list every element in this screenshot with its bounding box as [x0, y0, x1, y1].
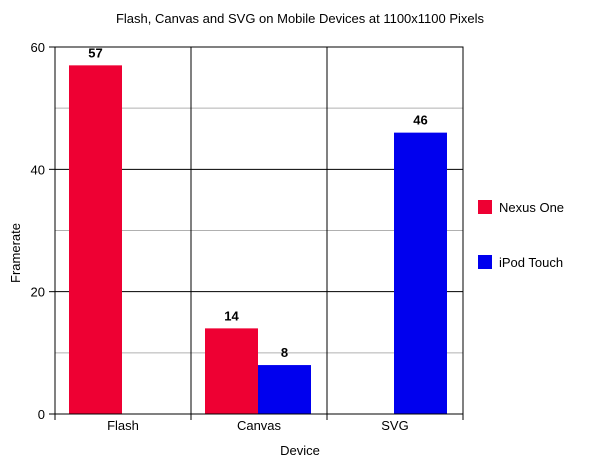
legend: Nexus One iPod Touch [478, 200, 564, 270]
x-tick-label: SVG [381, 418, 408, 433]
bar [394, 132, 447, 414]
legend-swatch [478, 255, 492, 269]
bar [69, 65, 122, 414]
bar [258, 365, 311, 414]
x-tick-labels: Flash Canvas SVG [107, 418, 409, 433]
chart-title: Flash, Canvas and SVG on Mobile Devices … [116, 11, 485, 26]
data-label: 46 [413, 113, 427, 128]
legend-item: iPod Touch [478, 255, 563, 270]
x-tick-label: Canvas [237, 418, 282, 433]
bars [69, 65, 447, 414]
y-tick-label: 60 [31, 40, 45, 55]
legend-swatch [478, 200, 492, 214]
data-label: 14 [224, 308, 239, 323]
y-tick-label: 40 [31, 162, 45, 177]
y-axis-label: Framerate [8, 223, 23, 283]
plot-border [54, 46, 464, 415]
y-tick-label: 20 [31, 285, 45, 300]
legend-label: iPod Touch [499, 255, 563, 270]
axes [49, 46, 464, 420]
y-tick-label: 0 [38, 407, 45, 422]
data-label: 57 [88, 45, 102, 60]
legend-item: Nexus One [478, 200, 564, 215]
legend-label: Nexus One [499, 200, 564, 215]
y-tick-labels: 0 20 40 60 [31, 40, 45, 422]
bar [205, 328, 258, 414]
x-axis-label: Device [280, 443, 320, 458]
x-tick-label: Flash [107, 418, 139, 433]
data-label: 8 [281, 345, 288, 360]
data-labels: 57 14 8 46 [88, 45, 427, 360]
